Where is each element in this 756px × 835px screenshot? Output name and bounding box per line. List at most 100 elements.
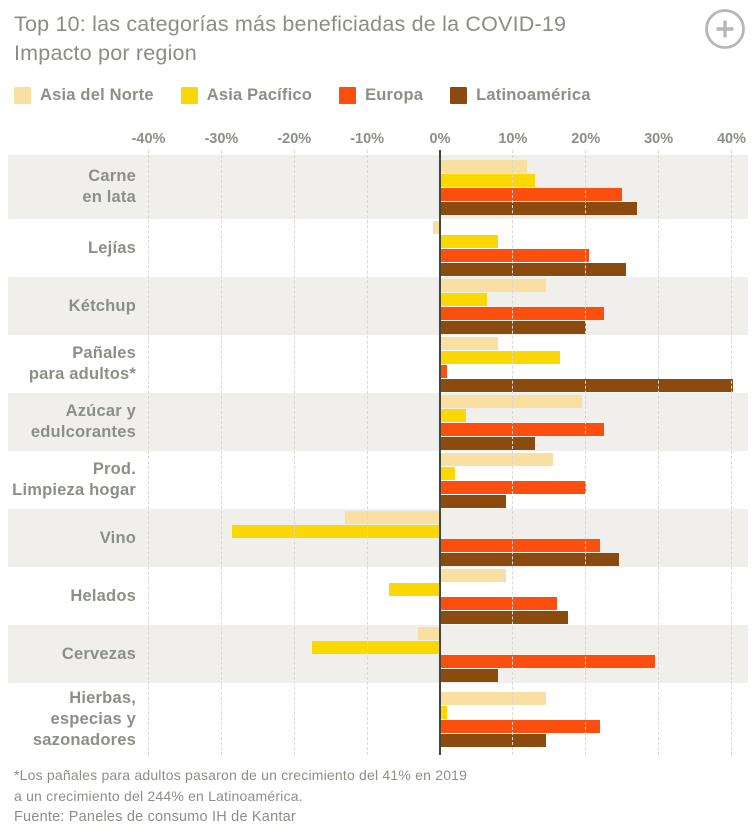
bar-latinoamerica xyxy=(440,552,619,566)
legend-item: Asia del Norte xyxy=(14,86,154,105)
gridline xyxy=(512,150,514,755)
bar-asia-del-norte xyxy=(440,394,583,408)
bar-asia-pacifico xyxy=(440,292,488,306)
bar-asia-pacifico xyxy=(440,466,455,480)
category-label-line: Kétchup xyxy=(68,296,136,315)
x-axis-tick-label: 0% xyxy=(429,131,451,147)
category-label: Kétchup xyxy=(8,277,136,335)
bar-asia-pacifico xyxy=(232,524,440,538)
bar-latinoamerica xyxy=(440,610,568,624)
page-title: Top 10: las categorías más beneficiadas … xyxy=(14,10,566,68)
category-label-line: Lejías xyxy=(88,238,136,257)
bar-europa xyxy=(440,248,590,262)
category-label-line: Helados xyxy=(70,586,136,605)
category-label-line: especias y xyxy=(50,709,136,728)
bar-asia-del-norte xyxy=(440,278,546,292)
source-note: Fuente: Paneles de consumo IH de Kantar xyxy=(14,809,296,825)
legend-swatch xyxy=(450,87,468,104)
bar-asia-del-norte xyxy=(440,336,499,350)
category-label-line: Azúcar y xyxy=(65,402,136,420)
category-row: Carne en lata xyxy=(8,155,748,219)
category-row: Prod. Limpieza hogar xyxy=(8,451,748,509)
category-row: Kétchup xyxy=(8,277,748,335)
gridline xyxy=(293,150,295,755)
footnote: *Los pañales para adultos pasaron de un … xyxy=(14,765,467,806)
legend-item: Asia Pacífico xyxy=(180,86,312,105)
category-label: Lejías xyxy=(8,219,136,277)
category-label: Hierbas, especias y sazonadores xyxy=(8,683,136,755)
gridline xyxy=(658,150,660,755)
x-axis-tick-label: -10% xyxy=(350,131,385,147)
x-axis-tick-label: 20% xyxy=(571,131,601,147)
bar-asia-del-norte xyxy=(440,691,546,705)
expand-button[interactable] xyxy=(703,7,747,51)
category-label-line: Hierbas, xyxy=(69,688,136,707)
gridline xyxy=(366,150,368,755)
legend: Asia del Norte Asia Pacífico Europa Latinoa… xyxy=(14,86,591,105)
bar-europa xyxy=(440,538,601,552)
gridline xyxy=(220,150,222,755)
category-label-line: Pañales xyxy=(72,344,136,362)
bar-europa xyxy=(440,187,623,201)
bar-europa xyxy=(440,719,601,733)
title-line-2: Impacto por region xyxy=(14,41,197,65)
bar-latinoamerica xyxy=(440,494,506,508)
bar-asia-pacifico xyxy=(312,640,440,654)
category-label: Pañales para adultos* xyxy=(8,335,136,393)
footnote-line-2: a un crecimiento del 244% en Latinoaméri… xyxy=(14,787,303,804)
bar-asia-del-norte xyxy=(345,510,440,524)
title-line-1: Top 10: las categorías más beneficiadas … xyxy=(14,12,567,36)
category-label-line: Carne xyxy=(88,167,136,185)
legend-item: Europa xyxy=(339,86,423,105)
legend-item: Latinoamérica xyxy=(450,86,590,105)
category-label-line: edulcorantes xyxy=(30,423,136,441)
plus-circle-icon xyxy=(705,9,745,49)
x-axis-tick-label: -40% xyxy=(131,131,166,147)
bar-asia-pacifico xyxy=(440,408,466,422)
category-row: Hierbas, especias y sazonadores xyxy=(8,683,748,755)
category-row: Azúcar y edulcorantes xyxy=(8,393,748,451)
category-label-line: Prod. xyxy=(92,460,136,478)
x-axis-tick-label: 30% xyxy=(644,131,674,147)
bar-europa xyxy=(440,364,448,378)
category-row: Lejías xyxy=(8,219,748,277)
category-label-line: Cervezas xyxy=(61,644,136,663)
gridline xyxy=(731,150,732,755)
legend-swatch xyxy=(180,87,198,104)
bar-asia-pacifico xyxy=(440,234,499,248)
bar-asia-del-norte xyxy=(432,220,440,234)
bar-latinoamerica xyxy=(440,733,546,747)
bar-europa xyxy=(440,596,557,610)
bar-latinoamerica xyxy=(440,668,499,682)
bar-asia-del-norte xyxy=(440,568,506,582)
category-row: Cervezas xyxy=(8,625,748,683)
bar-asia-del-norte xyxy=(440,159,528,173)
footnote-line-1: *Los pañales para adultos pasaron de un … xyxy=(14,767,468,783)
bar-latinoamerica xyxy=(440,262,626,276)
category-row: Pañales para adultos* xyxy=(8,335,748,393)
category-label: Vino xyxy=(8,509,136,567)
bar-latinoamerica xyxy=(440,201,637,215)
x-axis-tick-label: 10% xyxy=(498,131,528,147)
category-label: Azúcar y edulcorantes xyxy=(8,393,136,451)
bar-latinoamerica xyxy=(440,436,535,450)
bar-asia-pacifico xyxy=(440,173,535,187)
category-row: Vino xyxy=(8,509,748,567)
x-axis-tick-label: 40% xyxy=(716,131,747,147)
legend-label: Asia del Norte xyxy=(40,86,154,104)
legend-label: Latinoamérica xyxy=(476,86,591,104)
bar-europa xyxy=(440,422,604,436)
bar-asia-pacifico xyxy=(388,582,440,596)
category-label-line: para adultos* xyxy=(28,365,136,383)
x-axis-tick-label: -30% xyxy=(204,131,239,147)
legend-swatch xyxy=(339,87,357,104)
bar-asia-del-norte xyxy=(440,452,553,466)
category-label-line: sazonadores xyxy=(32,730,136,749)
bar-asia-pacifico xyxy=(440,705,448,719)
legend-swatch xyxy=(14,87,31,104)
x-axis-tick-label: -20% xyxy=(277,131,312,147)
bar-latinoamerica xyxy=(440,378,733,392)
category-label: Carne en lata xyxy=(8,155,136,219)
